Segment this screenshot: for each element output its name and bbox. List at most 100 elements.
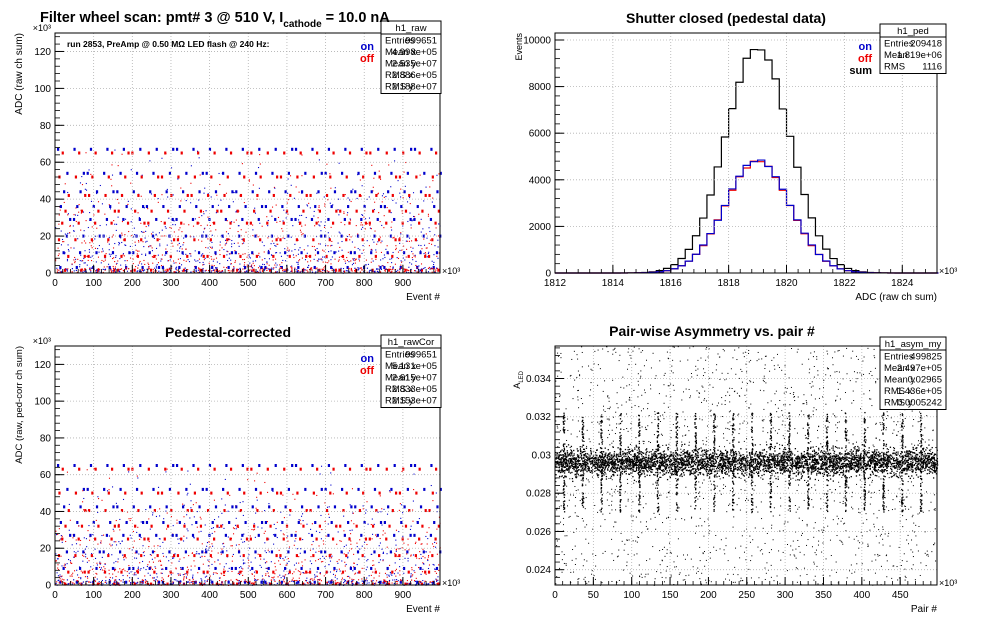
- data-point: [311, 578, 313, 580]
- data-point: [103, 566, 105, 568]
- data-point: [745, 363, 747, 365]
- data-point: [428, 564, 431, 566]
- data-point: [96, 271, 98, 273]
- data-point: [97, 201, 100, 203]
- data-point: [212, 582, 214, 584]
- data-point: [278, 579, 281, 582]
- data-point: [279, 220, 281, 222]
- data-point: [180, 221, 183, 225]
- data-point: [132, 581, 135, 583]
- data-point: [96, 583, 98, 586]
- stats-value: 4.998e+05: [392, 47, 437, 58]
- data-point: [330, 484, 332, 486]
- data-point: [61, 537, 64, 541]
- data-point: [410, 576, 412, 578]
- data-point: [336, 578, 338, 580]
- data-point: [301, 268, 305, 272]
- data-point: [358, 258, 360, 260]
- x-tick-label: 800: [356, 590, 373, 601]
- x-tick-label: 1814: [602, 278, 625, 289]
- data-point: [248, 559, 250, 561]
- x-tick-label: 700: [317, 590, 334, 601]
- data-point: [379, 520, 383, 524]
- data-point: [274, 464, 277, 467]
- data-point: [398, 548, 400, 550]
- data-point: [612, 440, 614, 442]
- data-point: [226, 175, 229, 179]
- data-point: [383, 254, 385, 256]
- data-point: [817, 583, 819, 585]
- data-point: [912, 530, 914, 532]
- data-point: [238, 549, 240, 551]
- data-point: [60, 538, 62, 540]
- data-point: [317, 190, 320, 194]
- data-point: [204, 552, 206, 554]
- data-point: [100, 542, 102, 544]
- data-point: [555, 481, 557, 483]
- data-point: [160, 560, 162, 563]
- data-point: [924, 531, 926, 533]
- data-point: [105, 253, 107, 255]
- data-point: [302, 233, 304, 235]
- data-point: [212, 222, 214, 224]
- data-point: [175, 217, 178, 221]
- data-point: [871, 479, 873, 481]
- data-point: [308, 254, 312, 258]
- data-point: [905, 577, 907, 579]
- data-point: [418, 558, 420, 560]
- data-point: [74, 260, 76, 262]
- data-point: [323, 250, 325, 252]
- stats-key: Mean: [884, 50, 908, 61]
- data-point: [336, 543, 338, 545]
- data-point: [349, 504, 351, 506]
- data-point: [331, 221, 335, 225]
- data-point: [308, 255, 310, 257]
- data-point: [186, 494, 188, 496]
- data-point: [122, 254, 124, 256]
- data-point: [374, 271, 376, 273]
- data-point: [152, 268, 154, 271]
- data-point: [436, 255, 438, 257]
- data-point: [371, 258, 373, 260]
- data-point: [328, 506, 330, 508]
- data-point: [299, 467, 302, 471]
- data-point: [194, 565, 196, 567]
- data-point: [159, 545, 161, 547]
- stats-key: RMS: [884, 62, 905, 73]
- data-point: [173, 557, 175, 559]
- data-point: [435, 542, 438, 544]
- data-point: [371, 248, 373, 250]
- x-tick-label: 200: [124, 590, 141, 601]
- data-point: [418, 221, 421, 225]
- data-point: [228, 580, 230, 582]
- data-point: [205, 234, 208, 238]
- data-point: [318, 205, 320, 207]
- data-point: [65, 234, 69, 238]
- data-point: [282, 259, 284, 262]
- data-point: [885, 427, 887, 429]
- data-point: [143, 269, 146, 271]
- data-point: [152, 171, 155, 175]
- stats-key: Mean y: [385, 373, 416, 384]
- data-point: [81, 260, 83, 262]
- data-point: [350, 236, 352, 238]
- data-point: [99, 582, 102, 584]
- data-point: [193, 560, 195, 562]
- data-point: [120, 254, 123, 258]
- data-point: [229, 253, 231, 255]
- data-point: [88, 560, 90, 562]
- data-point: [421, 524, 424, 528]
- data-point: [152, 583, 155, 586]
- data-point: [261, 259, 263, 261]
- data-point: [243, 267, 246, 270]
- data-point: [672, 384, 674, 386]
- data-point: [123, 554, 126, 558]
- data-point: [84, 268, 86, 270]
- stats-key: Entries: [385, 36, 415, 47]
- data-point: [688, 441, 690, 443]
- data-point: [399, 249, 401, 252]
- data-point: [320, 580, 322, 582]
- data-point: [244, 270, 246, 273]
- data-point: [407, 220, 409, 223]
- data-point: [152, 231, 154, 233]
